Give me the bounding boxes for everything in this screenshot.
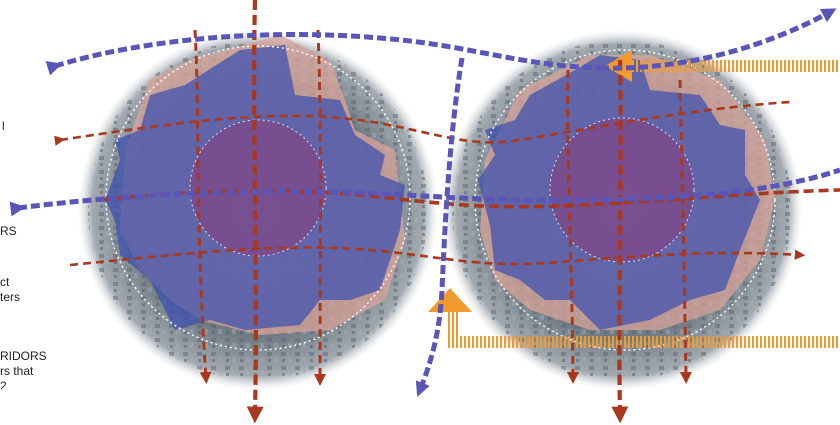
legend-line-2: RS	[0, 224, 17, 238]
legend-line-7: 2	[0, 379, 7, 389]
blue-corridor-top	[45, 32, 601, 76]
left-district	[78, 30, 438, 390]
red-corridor-v4	[566, 69, 579, 384]
legend-line-6: rs that	[0, 364, 34, 378]
red-corridor-v2	[246, 0, 264, 424]
orange-corridor-bottom	[448, 336, 840, 348]
legend-line-3: ct	[0, 275, 10, 289]
blue-corridor-vertical	[415, 57, 465, 397]
red-corridor-v1	[193, 29, 212, 384]
red-vertical-corridors-major	[246, 0, 629, 424]
right-core-boundary	[549, 117, 695, 263]
orange-corridor-bottom-stem	[448, 312, 460, 346]
legend-line-4: ters	[0, 290, 21, 304]
left-district-boundary	[105, 45, 411, 351]
red-corridor-h1	[54, 100, 791, 146]
legend-line-1: l	[2, 119, 5, 133]
blue-corridor-top-right	[599, 8, 837, 71]
legend-line-5: RIDORS	[0, 349, 47, 363]
blue-corridor-middle	[9, 167, 840, 217]
left-core-boundary	[189, 119, 327, 257]
blue-corridors	[9, 8, 840, 397]
red-corridor-v5	[611, 59, 629, 424]
left-core-zone	[190, 120, 326, 256]
red-corridor-v6	[678, 79, 692, 384]
orange-corridor-top	[630, 60, 840, 72]
